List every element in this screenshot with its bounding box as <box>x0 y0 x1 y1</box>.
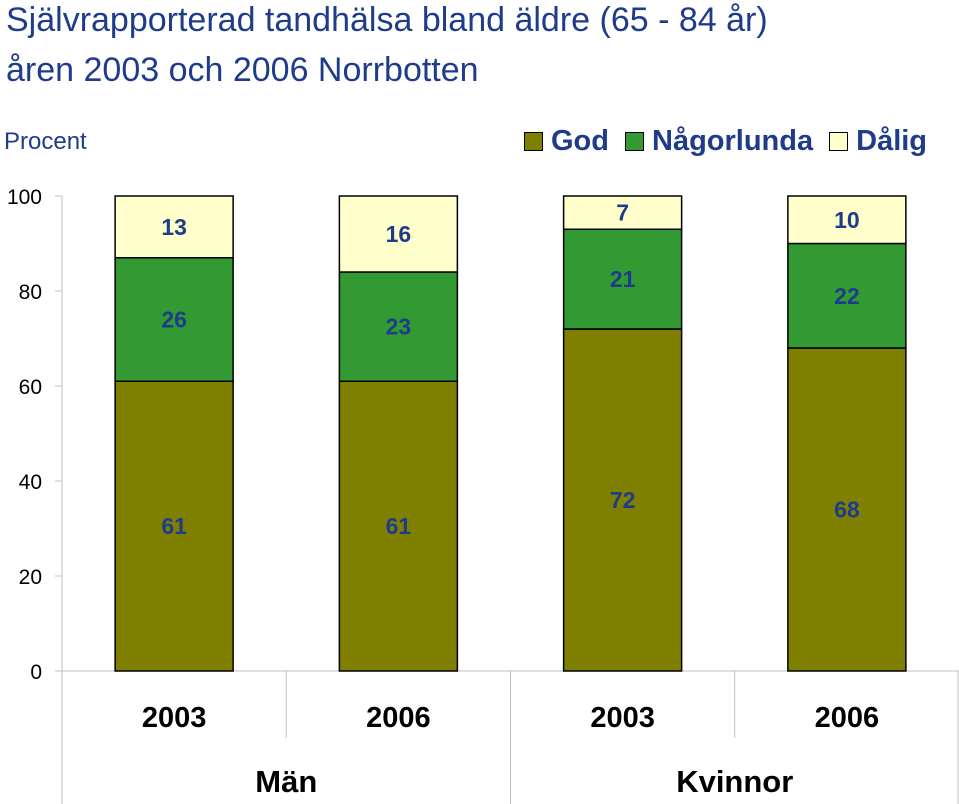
data-label-god: 72 <box>610 487 636 513</box>
bar-segment-god <box>114 380 234 672</box>
legend-swatch-nagorlunda <box>625 131 644 151</box>
data-label-dalig: 10 <box>834 207 860 233</box>
x-category-label: 2003 <box>590 702 655 734</box>
data-label-dalig: 13 <box>161 214 187 240</box>
chart-title-line-1: Självrapporterad tandhälsa bland äldre (… <box>6 1 768 39</box>
bar-segment-dalig <box>562 195 683 230</box>
y-axis-label: Procent <box>4 128 87 155</box>
chart-title-line-2: åren 2003 och 2006 Norrbotten <box>6 51 479 89</box>
bar-segment-nagorlunda <box>562 228 683 330</box>
data-label-nagorlunda: 21 <box>610 266 636 292</box>
x-category-label: 2006 <box>815 702 880 734</box>
y-tick-label: 20 <box>19 566 42 589</box>
data-label-nagorlunda: 23 <box>386 314 412 340</box>
legend-label-god: God <box>551 124 609 157</box>
data-label-god: 68 <box>834 497 860 523</box>
x-category-label: 2006 <box>366 702 431 734</box>
y-tick-label: 60 <box>19 376 42 399</box>
x-group-label: Kvinnor <box>676 764 793 799</box>
y-tick-label: 40 <box>19 471 42 494</box>
bar-segment-god <box>787 347 907 672</box>
bar-segment-nagorlunda <box>338 271 459 382</box>
bar-segment-dalig <box>787 195 907 245</box>
x-group-label: Män <box>255 764 317 799</box>
y-tick-label: 100 <box>7 186 42 209</box>
bar-segment-nagorlunda <box>114 257 234 382</box>
legend-item-dalig: Dålig <box>829 125 927 158</box>
y-tick-label: 0 <box>30 661 42 684</box>
x-category-label: 2003 <box>142 702 207 734</box>
bar-segment-god <box>338 380 459 672</box>
data-label-god: 61 <box>161 513 187 539</box>
legend-item-god: God <box>524 125 609 158</box>
bar-segment-dalig <box>338 195 459 273</box>
bar-segment-nagorlunda <box>787 242 907 349</box>
bar-segment-god <box>562 328 683 672</box>
data-label-god: 61 <box>386 513 412 539</box>
data-label-nagorlunda: 22 <box>834 283 860 309</box>
legend: God Någorlunda Dålig <box>524 125 927 157</box>
legend-swatch-dalig <box>829 131 849 151</box>
legend-label-nagorlunda: Någorlunda <box>652 124 814 157</box>
y-tick-label: 80 <box>19 281 42 304</box>
data-label-nagorlunda: 26 <box>161 307 187 333</box>
data-label-dalig: 7 <box>616 200 629 226</box>
legend-label-dalig: Dålig <box>856 124 928 157</box>
bar-segment-dalig <box>114 195 234 259</box>
legend-item-nagorlunda: Någorlunda <box>625 125 813 158</box>
legend-swatch-god <box>524 131 543 151</box>
data-label-dalig: 16 <box>386 221 412 247</box>
